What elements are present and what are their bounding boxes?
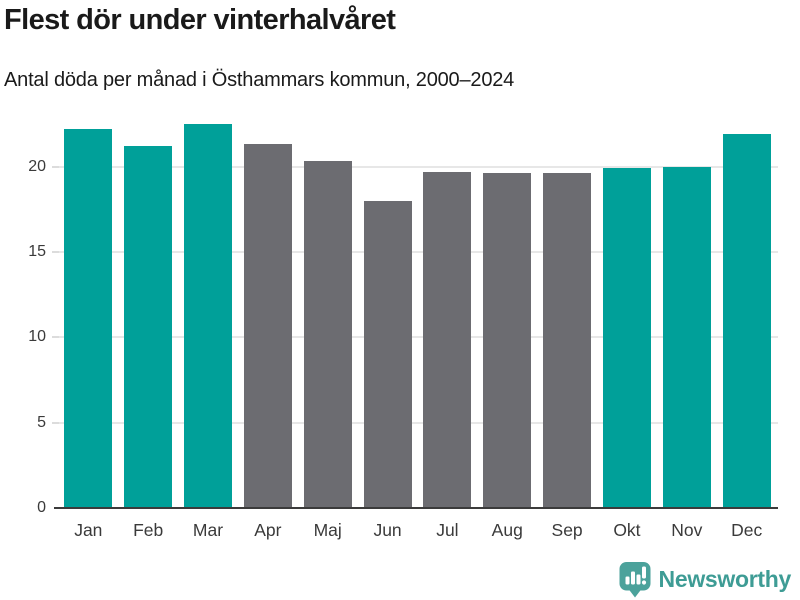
bar-okt bbox=[602, 168, 651, 508]
y-tick-label-10: 10 bbox=[28, 328, 46, 346]
y-tick-label-20: 20 bbox=[28, 157, 46, 175]
chart-title: Flest dör under vinterhalvåret bbox=[4, 4, 396, 36]
chart-subtitle: Antal döda per månad i Östhammars kommun… bbox=[4, 69, 515, 91]
y-tick-mark bbox=[52, 421, 59, 424]
newsworthy-logo-text: Newsworthy bbox=[658, 566, 792, 592]
bar-nov bbox=[662, 166, 711, 508]
x-tick-label-okt: Okt bbox=[613, 520, 641, 540]
bar-feb bbox=[124, 146, 173, 508]
gridline-y-10 bbox=[59, 336, 778, 339]
bar-jun bbox=[363, 200, 412, 508]
x-tick-label-jul: Jul bbox=[436, 520, 459, 540]
gridline-y-5 bbox=[59, 421, 778, 424]
gridline-y-15 bbox=[59, 250, 778, 253]
x-tick-label-aug: Aug bbox=[491, 520, 523, 540]
bar-apr bbox=[243, 144, 292, 508]
x-tick-label-maj: Maj bbox=[313, 520, 342, 540]
x-tick-label-apr: Apr bbox=[254, 520, 282, 540]
y-tick-mark bbox=[52, 250, 59, 253]
x-tick-label-jun: Jun bbox=[373, 520, 402, 540]
x-tick-label-dec: Dec bbox=[731, 520, 763, 540]
gridline-y-20 bbox=[59, 165, 778, 168]
x-tick-label-nov: Nov bbox=[671, 520, 703, 540]
bar-mar bbox=[184, 123, 232, 508]
y-tick-mark bbox=[52, 336, 59, 339]
plot-area: 0 5 10 15 20 Jan Feb Mar Apr Maj Jun Jul Aug Sep Okt No… bbox=[28, 110, 778, 540]
bar-aug bbox=[483, 173, 532, 508]
x-tick-label-mar: Mar bbox=[192, 520, 224, 540]
newsworthy-logo: Newsworthy bbox=[618, 561, 791, 598]
x-tick-label-sep: Sep bbox=[551, 520, 583, 540]
x-axis-line bbox=[54, 506, 778, 509]
x-tick-label-jan: Jan bbox=[74, 520, 103, 540]
y-tick-label-15: 15 bbox=[28, 242, 46, 260]
x-tick-label-feb: Feb bbox=[133, 520, 164, 540]
bar-maj bbox=[303, 161, 352, 508]
bar-jul bbox=[423, 171, 472, 508]
bar-chart-speech-bubble-icon bbox=[619, 562, 651, 598]
y-tick-label-0: 0 bbox=[37, 499, 46, 516]
bar-jan bbox=[64, 129, 113, 508]
bar-dec bbox=[722, 134, 771, 508]
y-tick-mark bbox=[52, 165, 59, 168]
y-tick-label-5: 5 bbox=[37, 413, 46, 431]
bar-sep bbox=[543, 173, 592, 508]
